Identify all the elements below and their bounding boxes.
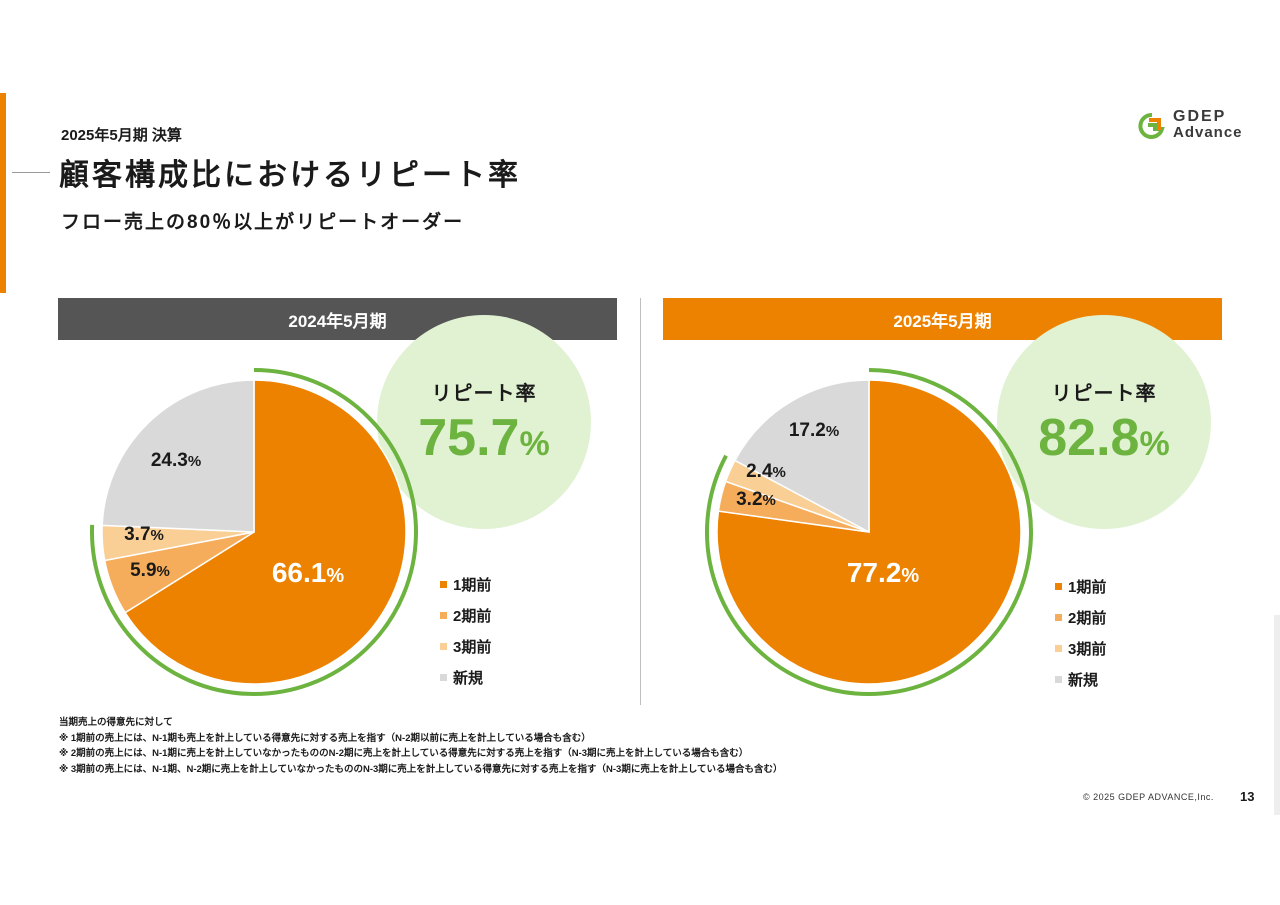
logo-text-line2: Advance [1173, 124, 1243, 141]
report-period: 2025年5月期 決算 [61, 127, 182, 144]
panel-divider [640, 298, 641, 705]
repeat-rate-arc [90, 368, 418, 696]
pie-slice-1期前 [716, 379, 1022, 685]
legend-2024: 1期前 2期前 3期前 新規 [440, 569, 491, 693]
data-label-新規: 17.2% [789, 420, 839, 441]
legend-swatch [1055, 583, 1062, 590]
data-label-2期前: 3.2% [736, 489, 776, 510]
company-logo [1138, 113, 1165, 139]
data-label-2期前: 5.9% [130, 560, 170, 581]
legend-item: 新規 [1055, 664, 1106, 695]
legend-swatch [1055, 645, 1062, 652]
legend-label: 新規 [1068, 672, 1099, 689]
repeat-rate-label-2025: リピート率 [1051, 383, 1157, 405]
repeat-rate-value-2024: 75.7% [418, 409, 550, 467]
legend-label: 新規 [453, 670, 484, 687]
footnotes: 当期売上の得意先に対して ※ 1期前の売上には、N-1期も売上を計上している得意… [59, 715, 783, 777]
legend-item: 1期前 [440, 569, 491, 600]
data-label-3期前: 2.4% [746, 461, 786, 482]
pie-slice-新規 [733, 379, 870, 534]
legend-swatch [1055, 676, 1062, 683]
page-number: 13 [1240, 789, 1255, 804]
legend-label: 2期前 [453, 608, 492, 625]
data-label-1期前: 66.1% [272, 557, 345, 588]
repeat-rate-value-2025: 82.8% [1038, 409, 1170, 467]
left-accent-bar [0, 93, 6, 293]
logo-mark-icon [1138, 113, 1165, 139]
legend-item: 3期前 [1055, 633, 1106, 664]
repeat-rate-arc [705, 368, 1033, 696]
legend-swatch [1055, 614, 1062, 621]
footnote: 当期売上の得意先に対して [59, 717, 173, 728]
legend-swatch [440, 612, 447, 619]
legend-label: 3期前 [453, 639, 492, 656]
page-title: 顧客構成比におけるリピート率 [59, 159, 521, 192]
legend-item: 2期前 [440, 600, 491, 631]
legend-2025: 1期前 2期前 3期前 新規 [1055, 571, 1106, 695]
logo-text-line1: GDEP [1173, 108, 1227, 125]
legend-item: 新規 [440, 662, 491, 693]
side-strip [1274, 615, 1280, 815]
pie-slice-1期前 [124, 379, 407, 685]
title-rule [12, 172, 50, 173]
pie-slice-新規 [101, 379, 255, 533]
footnote: ※ 3期前の売上には、N-1期、N-2期に売上を計上していなかったもののN-3期… [59, 763, 783, 775]
legend-label: 1期前 [453, 577, 492, 594]
legend-item: 2期前 [1055, 602, 1106, 633]
legend-item: 1期前 [1055, 571, 1106, 602]
data-label-3期前: 3.7% [124, 524, 164, 545]
legend-swatch [440, 674, 447, 681]
legend-label: 1期前 [1068, 579, 1107, 596]
legend-item: 3期前 [440, 631, 491, 662]
legend-label: 2期前 [1068, 610, 1107, 627]
legend-swatch [440, 581, 447, 588]
repeat-rate-bubble-2025 [997, 315, 1211, 529]
copyright: © 2025 GDEP ADVANCE,Inc. [1083, 792, 1214, 802]
data-label-新規: 24.3% [151, 450, 201, 471]
data-label-1期前: 77.2% [847, 557, 920, 588]
legend-swatch [440, 643, 447, 650]
legend-label: 3期前 [1068, 641, 1107, 658]
page-subtitle: フロー売上の80％以上がリピートオーダー [61, 212, 465, 233]
repeat-rate-label-2024: リピート率 [431, 383, 537, 405]
footnote: ※ 1期前の売上には、N-1期も売上を計上している得意先に対する売上を指す（N-… [59, 732, 591, 744]
footnote: ※ 2期前の売上には、N-1期に売上を計上していなかったもののN-2期に売上を計… [59, 748, 749, 759]
